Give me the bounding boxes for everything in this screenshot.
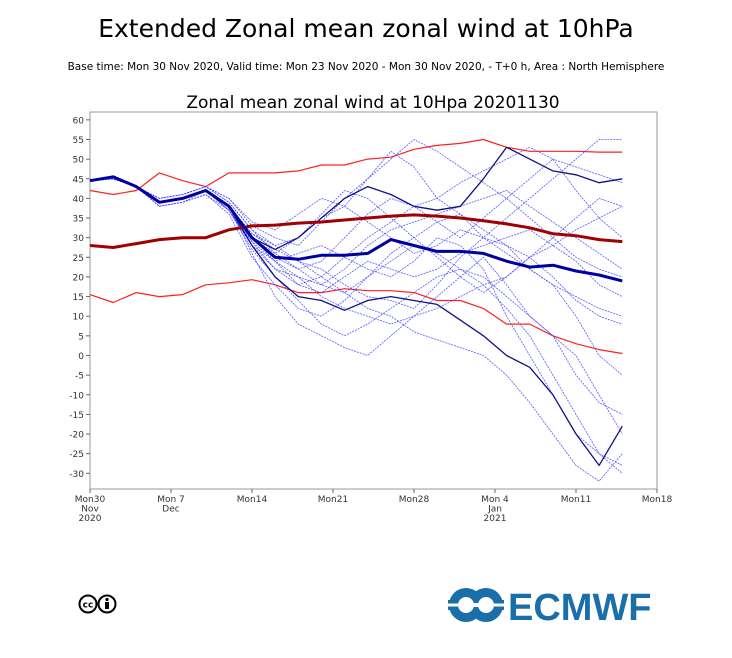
series-line-member-4 [89, 178, 623, 435]
subtitle: Base time: Mon 30 Nov 2020, Valid time: … [67, 61, 665, 73]
series-line-ensemble-mean [89, 175, 623, 283]
y-tick-label: 20 [73, 273, 85, 283]
y-tick-label: -5 [75, 372, 84, 382]
x-tick-label: Dec [162, 505, 179, 515]
chart-title: Zonal mean zonal wind at 10Hpa 20201130 [186, 93, 559, 113]
chart: Zonal mean zonal wind at 10Hpa 20201130 … [69, 93, 673, 524]
y-tick-label: 15 [73, 293, 84, 303]
series-line-member-15 [89, 178, 623, 317]
y-tick-label: 40 [73, 195, 85, 205]
x-tick-label: Mon11 [561, 495, 591, 505]
series-line-member-16 [89, 178, 623, 297]
y-tick-label: -15 [69, 411, 84, 421]
series-line-member-9 [89, 178, 623, 474]
series-line-member-7 [89, 178, 623, 466]
y-tick-label: 45 [73, 175, 84, 185]
series-line-climate-max [89, 138, 623, 196]
plot-frame [89, 111, 658, 490]
y-tick-label: -30 [69, 470, 84, 480]
y-tick-label: 30 [73, 234, 85, 244]
y-tick-label: 5 [78, 332, 84, 342]
x-tick-label: Mon18 [642, 495, 673, 505]
series-line-member-13 [89, 178, 623, 286]
x-tick-label: Mon 7 [157, 495, 185, 505]
y-tick-label: 60 [73, 116, 85, 126]
series-line-member-3 [89, 178, 623, 356]
series-line-member-14 [89, 178, 623, 482]
creative-commons-by-icon: cc [78, 594, 117, 614]
y-tick-label: 35 [73, 215, 84, 225]
y-tick-label: 25 [73, 254, 84, 264]
series-line-member-6 [89, 139, 623, 278]
x-tick-label: 2021 [484, 514, 507, 524]
y-tick-label: 50 [73, 156, 85, 166]
y-tick-label: 55 [73, 136, 84, 146]
x-tick-label: Mon30 [75, 495, 106, 505]
y-tick-label: -25 [69, 450, 84, 460]
x-tick-label: Jan [487, 505, 502, 515]
series-line-member-8 [89, 139, 623, 309]
x-tick-label: Nov [81, 505, 99, 515]
ecmwf-logo-text: ECMWF [508, 587, 652, 629]
svg-text:cc: cc [83, 601, 94, 611]
series-line-climate-min [89, 279, 623, 355]
y-tick-label: -20 [69, 431, 84, 441]
series-line-climate-mean [89, 213, 623, 249]
series-line-member-11 [89, 178, 623, 415]
series-line-member-10 [89, 158, 623, 270]
y-tick-label: -10 [69, 391, 84, 401]
x-tick-label: Mon21 [318, 495, 348, 505]
x-tick-label: Mon28 [399, 495, 430, 505]
series-line-member-5 [89, 178, 623, 376]
main-title: Extended Zonal mean zonal wind at 10hPa [98, 14, 634, 43]
series-line-member-12 [89, 178, 623, 294]
x-tick-label: Mon14 [237, 495, 268, 505]
x-tick-label: Mon 4 [481, 495, 509, 505]
x-tick-label: 2020 [79, 514, 102, 524]
y-tick-label: 10 [73, 313, 85, 323]
y-tick-label: 0 [78, 352, 84, 362]
ecmwf-logo: ECMWF [448, 587, 652, 629]
